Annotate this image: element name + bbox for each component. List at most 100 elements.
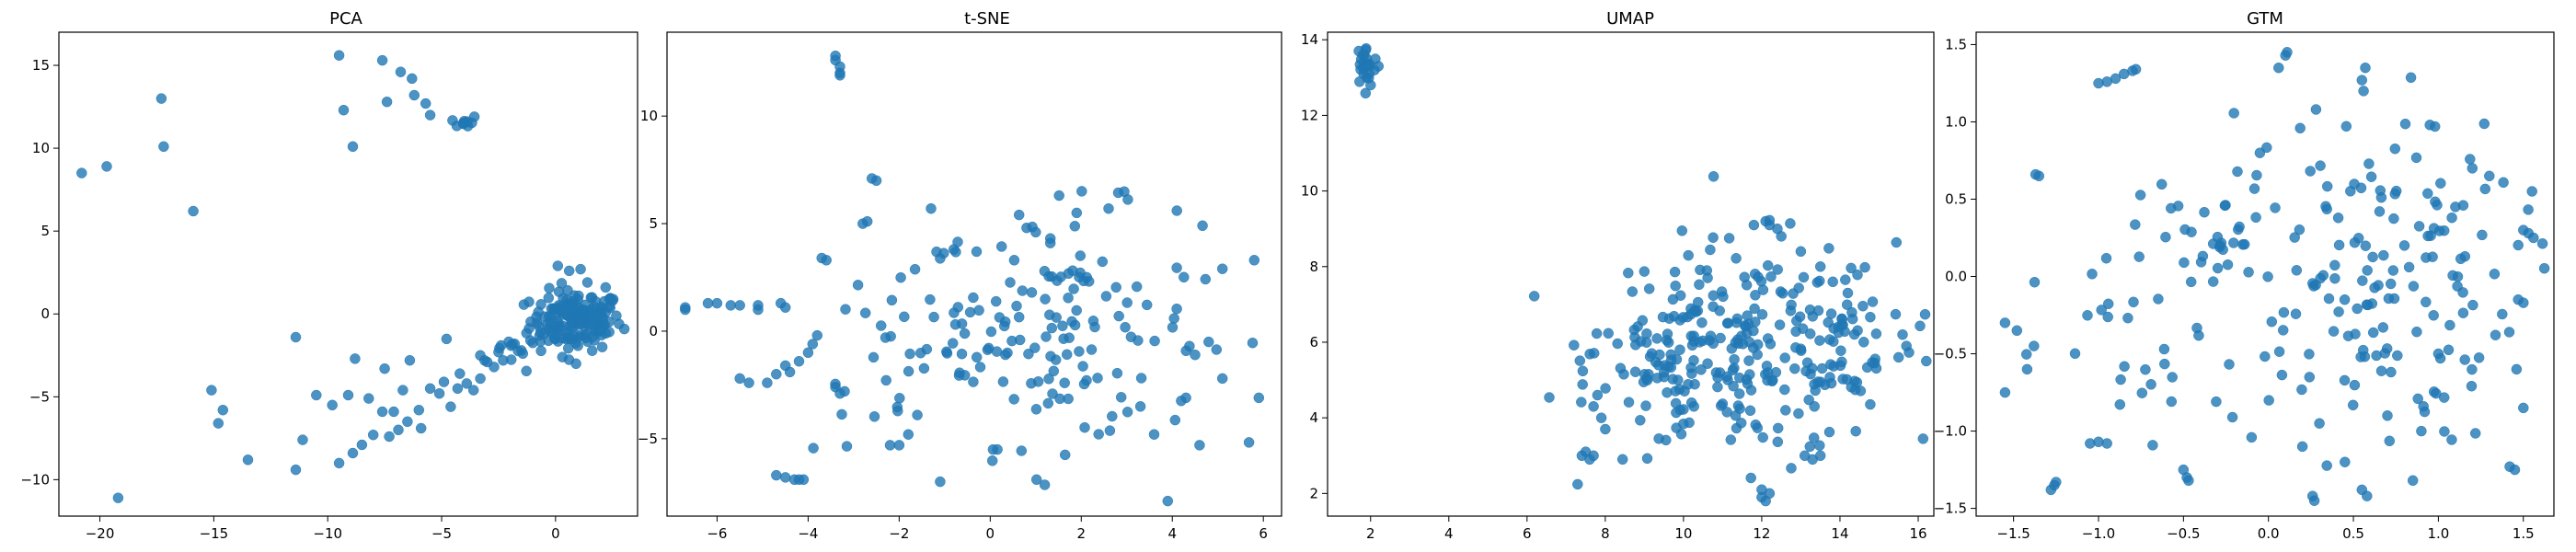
- scatter-point: [1825, 377, 1837, 389]
- scatter-point: [1190, 349, 1201, 361]
- scatter-point: [2029, 340, 2040, 351]
- scatter-point: [413, 404, 425, 416]
- scatter-point: [2484, 170, 2495, 182]
- scatter-point: [1064, 332, 1075, 343]
- scatter-point: [2340, 121, 2352, 132]
- scatter-point: [2159, 358, 2170, 370]
- scatter-point: [2429, 121, 2441, 132]
- scatter-point: [1917, 433, 1929, 444]
- scatter-point: [397, 385, 408, 396]
- scatter-point: [2273, 62, 2284, 74]
- scatter-point: [1528, 291, 1540, 302]
- scatter-point: [893, 440, 905, 451]
- scatter-point: [784, 366, 796, 378]
- scatter-point: [840, 304, 851, 315]
- scatter-point: [1677, 312, 1689, 323]
- scatter-point: [2467, 363, 2478, 375]
- scatter-point: [1849, 375, 1860, 387]
- scatter-point: [1721, 317, 1733, 329]
- scatter-point: [956, 318, 968, 329]
- scatter-point: [1077, 361, 1088, 372]
- scatter-point: [1363, 58, 1375, 70]
- scatter-point: [1623, 397, 1635, 408]
- scatter-point: [2498, 177, 2509, 189]
- scatter-point: [1742, 310, 1753, 321]
- scatter-point: [1577, 379, 1588, 390]
- scatter-point: [802, 347, 814, 359]
- scatter-point: [968, 292, 979, 304]
- scatter-point: [2467, 163, 2478, 174]
- scatter-point: [998, 320, 1010, 332]
- scatter-point: [2314, 418, 2325, 429]
- scatter-point: [1592, 389, 1604, 401]
- scatter-point: [1200, 273, 1212, 285]
- scatter-point: [1858, 337, 1869, 348]
- scatter-point: [1745, 472, 1756, 484]
- scatter-point: [297, 434, 308, 445]
- x-tick-label: −5: [431, 525, 452, 542]
- scatter-point: [909, 263, 921, 275]
- x-tick-label: 4: [1167, 525, 1177, 542]
- scatter-point: [941, 348, 953, 359]
- scatter-point: [886, 294, 898, 306]
- scatter-point: [2383, 293, 2395, 305]
- panel-umap: UMAP 2 4 6 8 10 12 14 16 2 4 6 8 10 12 14: [1301, 9, 1935, 542]
- scatter-point: [861, 215, 873, 227]
- scatter-point: [1643, 283, 1655, 294]
- scatter-point: [495, 339, 507, 351]
- scatter-point: [1014, 334, 1026, 346]
- scatter-point: [2392, 350, 2403, 362]
- scatter-point: [452, 383, 464, 395]
- scatter-point: [594, 324, 606, 335]
- scatter-point: [2513, 239, 2524, 251]
- scatter-point: [702, 297, 714, 309]
- scatter-point: [1030, 474, 1042, 486]
- scatter-point: [2489, 269, 2501, 280]
- scatter-point: [1635, 415, 1646, 426]
- scatter-point: [600, 282, 612, 293]
- scatter-point: [1197, 220, 1208, 232]
- scatter-point: [1748, 325, 1759, 337]
- scatter-point: [2362, 265, 2373, 276]
- y-tick-label: 0.5: [1945, 190, 1967, 207]
- scatter-point: [1603, 328, 1614, 339]
- scatter-point: [2266, 316, 2278, 328]
- scatter-point: [2387, 265, 2399, 276]
- scatter-point: [868, 411, 880, 422]
- scatter-point: [2260, 351, 2271, 362]
- scatter-point: [1705, 244, 1716, 256]
- scatter-point: [1110, 282, 1121, 293]
- x-tick-label: −4: [798, 525, 818, 542]
- scatter-point: [836, 408, 847, 420]
- scatter-point: [1354, 76, 1365, 87]
- scatter-point: [2467, 299, 2478, 311]
- scatter-point: [2408, 281, 2420, 292]
- umap-x-ticks: 2 4 6 8 10 12 14 16: [1366, 516, 1927, 542]
- scatter-point: [725, 300, 737, 311]
- scatter-point: [2363, 158, 2375, 169]
- scatter-point: [1243, 437, 1255, 448]
- x-tick-label: 14: [1831, 525, 1848, 542]
- scatter-point: [952, 302, 964, 313]
- scatter-point: [206, 385, 217, 396]
- scatter-point: [1731, 316, 1742, 328]
- scatter-point: [2207, 276, 2219, 287]
- scatter-point: [1046, 322, 1058, 334]
- scatter-point: [821, 255, 832, 266]
- scatter-point: [2234, 221, 2245, 233]
- scatter-point: [2317, 270, 2329, 282]
- scatter-point: [521, 365, 532, 377]
- scatter-point: [1814, 450, 1826, 462]
- scatter-point: [1846, 262, 1857, 274]
- scatter-point: [2323, 293, 2335, 305]
- scatter-point: [290, 331, 302, 343]
- scatter-point: [903, 365, 914, 377]
- x-tick-label: 6: [1259, 525, 1268, 542]
- scatter-point: [1790, 326, 1801, 338]
- scatter-point: [188, 205, 199, 217]
- scatter-point: [2477, 229, 2488, 241]
- scatter-point: [1674, 344, 1685, 355]
- x-tick-label: −1.0: [2082, 525, 2115, 542]
- gtm-axes-frame: [1975, 31, 2555, 517]
- scatter-point: [1184, 340, 1195, 351]
